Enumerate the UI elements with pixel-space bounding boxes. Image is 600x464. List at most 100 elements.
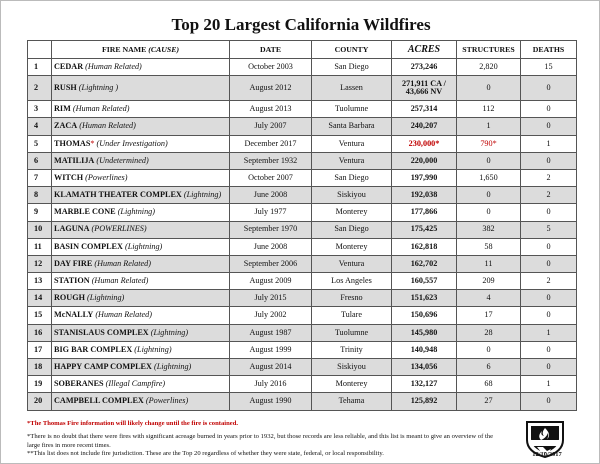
fire-name-cell: MARBLE CONE (Lightning) bbox=[51, 203, 230, 222]
row-number: 20 bbox=[27, 392, 52, 411]
fire-name-cell: CAMPBELL COMPLEX (Powerlines) bbox=[51, 392, 230, 411]
fire-cause: (Human Related) bbox=[94, 258, 151, 268]
fire-deaths: 0 bbox=[520, 392, 577, 411]
fire-date: September 1932 bbox=[229, 151, 312, 170]
fire-cause: (Human Related) bbox=[91, 276, 149, 286]
fire-date: June 2008 bbox=[229, 186, 312, 205]
fire-date: September 2006 bbox=[229, 254, 312, 274]
row-number: 17 bbox=[27, 340, 52, 360]
table-row: 6 MATILIJA (Undetermined) September 1932 Ve… bbox=[27, 151, 577, 170]
fire-acres: 145,980 bbox=[391, 323, 457, 342]
fire-deaths: 15 bbox=[520, 57, 577, 77]
fire-structures: 1,650 bbox=[456, 168, 521, 188]
fire-date: August 1990 bbox=[229, 392, 312, 411]
fire-structures: 27 bbox=[456, 392, 521, 411]
fire-acres: 150,696 bbox=[391, 306, 457, 325]
fire-name: STANISLAUS COMPLEX bbox=[54, 327, 149, 337]
row-number: 13 bbox=[27, 272, 52, 291]
fire-name-cell: LAGUNA (POWERLINES) bbox=[51, 220, 230, 239]
fire-date: July 2016 bbox=[229, 375, 312, 394]
fire-date: August 1999 bbox=[229, 340, 312, 360]
table-row: 17 BIG BAR COMPLEX (Lightning) August 1999… bbox=[27, 340, 577, 360]
fire-deaths: 0 bbox=[520, 357, 577, 377]
row-number: 12 bbox=[27, 254, 52, 274]
fire-structures: 58 bbox=[456, 237, 521, 256]
fire-cause: (POWERLINES) bbox=[91, 224, 147, 234]
fire-county: Monterey bbox=[311, 375, 392, 394]
fire-name: HAPPY CAMP COMPLEX bbox=[54, 361, 152, 371]
fire-cause: (Lightning) bbox=[86, 293, 125, 303]
fire-name: McNALLY bbox=[54, 310, 94, 320]
fire-county: Tehama bbox=[311, 392, 392, 411]
fire-name: MARBLE CONE bbox=[54, 207, 116, 217]
fire-name-cell: BIG BAR COMPLEX (Lightning) bbox=[51, 340, 230, 360]
row-number: 7 bbox=[27, 168, 52, 188]
fire-date: October 2003 bbox=[229, 57, 312, 77]
table-row: 2 RUSH (Lightning ) August 2012 Lassen 271,9… bbox=[27, 75, 577, 102]
fire-cause: (Human Related) bbox=[79, 121, 136, 131]
fire-structures: 6 bbox=[456, 357, 521, 377]
row-number: 2 bbox=[27, 75, 52, 102]
fire-cause: (Human Related) bbox=[72, 104, 130, 114]
fire-acres: 132,127 bbox=[391, 375, 457, 394]
thomas-note: *The Thomas Fire information will likely… bbox=[27, 420, 239, 427]
fire-name: LAGUNA bbox=[54, 224, 90, 234]
fire-name-cell: HAPPY CAMP COMPLEX (Lightning) bbox=[51, 357, 230, 377]
fire-county: Monterey bbox=[311, 237, 392, 256]
fire-date: July 2015 bbox=[229, 289, 312, 308]
fire-acres: 220,000 bbox=[391, 151, 457, 170]
fire-date: July 2002 bbox=[229, 306, 312, 325]
fire-name: MATILIJA bbox=[54, 155, 95, 165]
document-date: 12/10/2017 bbox=[532, 451, 562, 458]
fire-cause: (Lightning ) bbox=[78, 83, 119, 93]
fire-name: RIM bbox=[54, 104, 71, 114]
fire-deaths: 0 bbox=[520, 100, 577, 119]
fire-name: ROUGH bbox=[54, 293, 85, 303]
fire-name-cell: CEDAR (Human Related) bbox=[51, 57, 230, 77]
fire-structures: 209 bbox=[456, 272, 521, 291]
fire-name: DAY FIRE bbox=[54, 258, 93, 268]
row-number: 19 bbox=[27, 375, 52, 394]
header-acres: ACRES bbox=[391, 40, 457, 59]
fire-structures: 0 bbox=[456, 340, 521, 360]
fire-county: Tulare bbox=[311, 306, 392, 325]
row-number: 1 bbox=[27, 57, 52, 77]
table-row: 20 CAMPBELL COMPLEX (Powerlines) August 19… bbox=[27, 392, 577, 411]
fire-structures: 0 bbox=[456, 151, 521, 170]
fire-cause: (Lightning) bbox=[150, 327, 189, 337]
row-number: 18 bbox=[27, 357, 52, 377]
fire-cause: (Powerlines) bbox=[145, 396, 189, 406]
page-title: Top 20 Largest California Wildfires bbox=[171, 15, 431, 34]
row-number: 9 bbox=[27, 203, 52, 222]
fire-name-cell: RIM (Human Related) bbox=[51, 100, 230, 119]
fire-structures: 68 bbox=[456, 375, 521, 394]
footnote-2: **This list does not include fire jurisd… bbox=[27, 450, 384, 458]
fire-structures: 28 bbox=[456, 323, 521, 342]
header-county: COUNTY bbox=[311, 40, 392, 59]
table-row: 10 LAGUNA (POWERLINES) September 1970 San D… bbox=[27, 220, 577, 239]
fire-structures: 4 bbox=[456, 289, 521, 308]
fire-date: August 1987 bbox=[229, 323, 312, 342]
fire-date: August 2012 bbox=[229, 75, 312, 102]
header-date: DATE bbox=[229, 40, 312, 59]
wildfire-table: FIRE NAME (CAUSE) DATE COUNTY ACRES STRU… bbox=[27, 40, 577, 411]
fire-structures: 11 bbox=[456, 254, 521, 274]
header-fire-name: FIRE NAME (CAUSE) bbox=[51, 40, 230, 59]
fire-cause: (Powerlines) bbox=[85, 172, 128, 182]
fire-name: BIG BAR COMPLEX bbox=[54, 344, 133, 354]
fire-name-cell: THOMAS* (Under Investigation) bbox=[51, 134, 230, 153]
fire-acres: 273,246 bbox=[391, 57, 457, 77]
table-row: 15 McNALLY (Human Related) July 2002 Tulare… bbox=[27, 306, 577, 325]
table-row: 11 BASIN COMPLEX (Lightning) June 2008 Mont… bbox=[27, 237, 577, 256]
fire-county: Fresno bbox=[311, 289, 392, 308]
footnote-1: *There is no doubt that there were fires… bbox=[27, 433, 493, 449]
header-deaths: DEATHS bbox=[520, 40, 577, 59]
header-structures: STRUCTURES bbox=[456, 40, 521, 59]
fire-cause: (Human Related) bbox=[95, 310, 152, 320]
row-number: 4 bbox=[27, 117, 52, 136]
fire-county: Ventura bbox=[311, 254, 392, 274]
fire-deaths: 0 bbox=[520, 117, 577, 136]
table-row: 7 WITCH (Powerlines) October 2007 San Diego… bbox=[27, 168, 577, 188]
fire-cause: (Lightning) bbox=[124, 241, 163, 251]
